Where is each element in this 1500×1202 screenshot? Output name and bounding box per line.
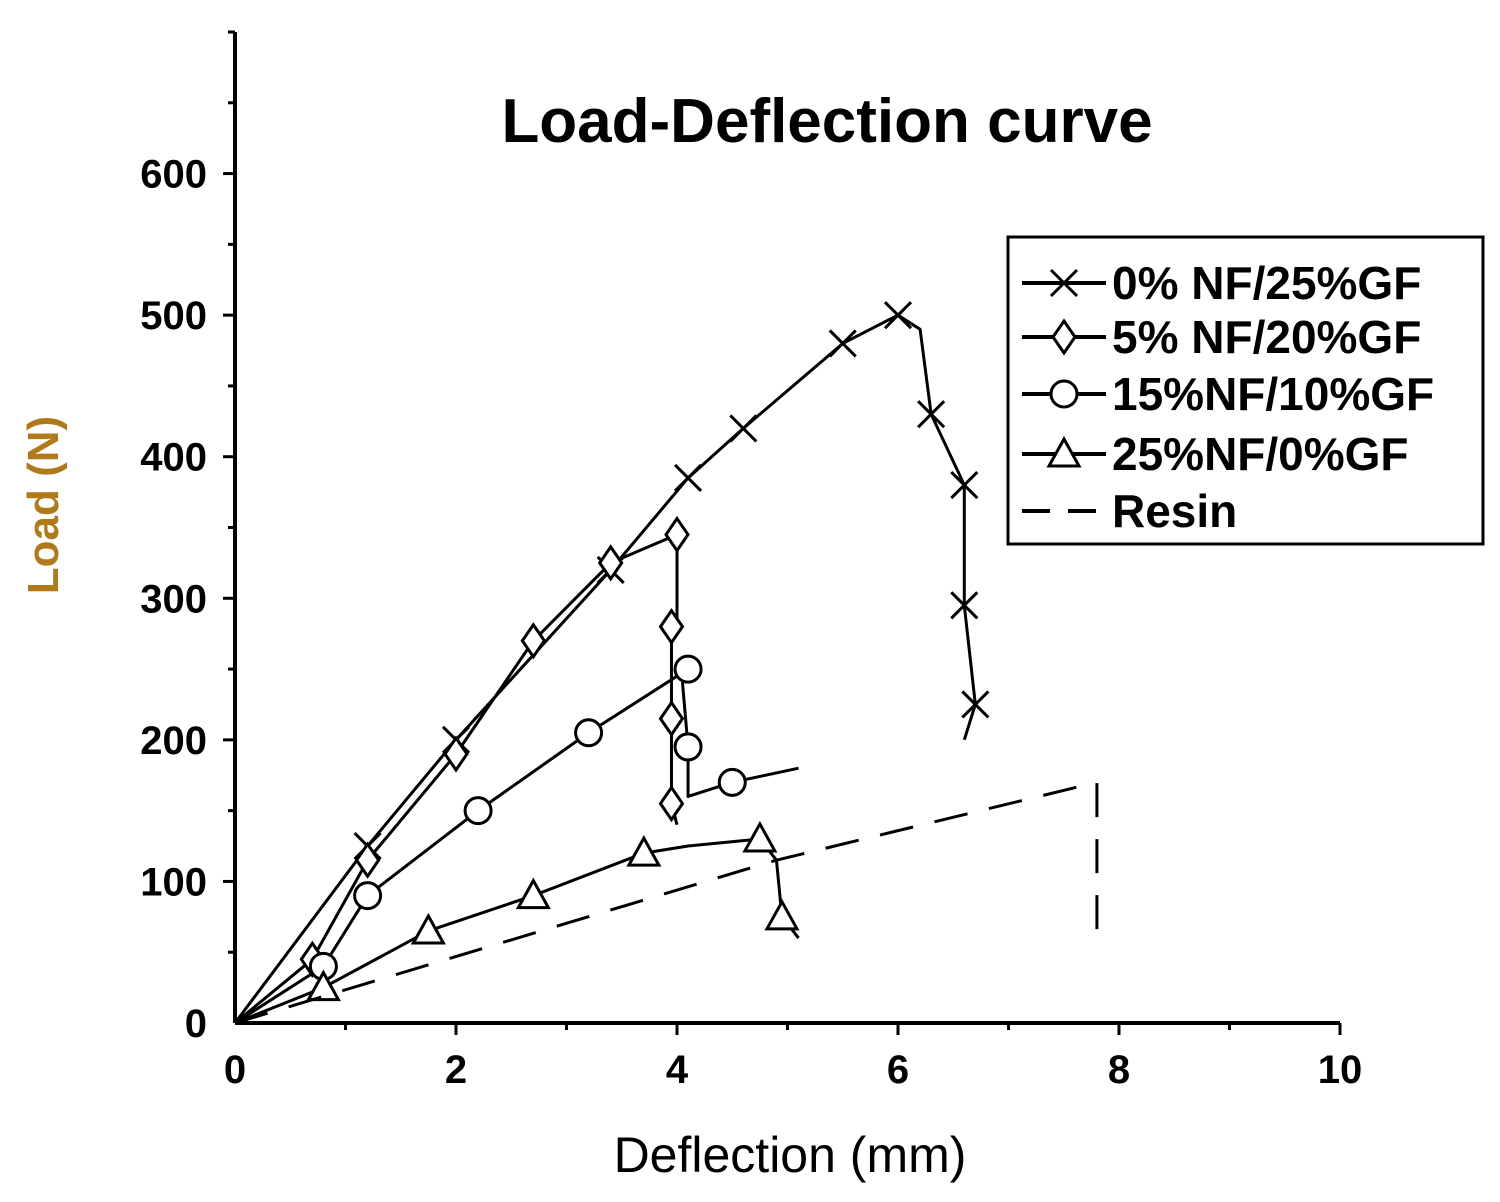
legend-label-3: 25%NF/0%GF — [1112, 428, 1409, 480]
legend-marker-3 — [1046, 435, 1082, 468]
legend-label-1: 5% NF/20%GF — [1112, 311, 1421, 363]
data-point-marker — [673, 654, 703, 684]
data-point-marker — [673, 732, 703, 762]
x-tick-label: 2 — [445, 1048, 467, 1092]
data-point-marker — [764, 898, 800, 931]
data-point-marker — [917, 400, 946, 429]
legend-marker-1 — [1051, 318, 1077, 356]
data-point-marker — [742, 820, 778, 853]
y-tick-label: 400 — [140, 436, 207, 480]
axes: 0 100 200 300 400 500 600 0 2 4 6 8 10 — [140, 30, 1363, 1092]
legend-label-4: Resin — [1112, 485, 1237, 537]
y-axis-label: Load (N) — [19, 416, 68, 594]
series-4 — [234, 780, 1099, 1025]
x-tick-label: 4 — [666, 1048, 689, 1092]
data-point-marker — [717, 767, 747, 797]
x-tick-label: 8 — [1108, 1048, 1130, 1092]
data-point-marker — [883, 301, 913, 330]
data-point-marker — [626, 835, 662, 867]
y-tick-label: 300 — [140, 577, 207, 621]
data-point-marker — [828, 329, 857, 358]
data-point-marker — [597, 544, 624, 582]
data-point-marker — [410, 912, 446, 945]
y-tick-label: 200 — [140, 719, 207, 763]
series-line-3 — [234, 837, 800, 1025]
legend-marker-0 — [1049, 268, 1079, 298]
data-point-marker — [950, 470, 979, 500]
x-tick-label: 6 — [887, 1048, 909, 1092]
legend-label-0: 0% NF/25%GF — [1112, 257, 1421, 309]
x-tick-label: 0 — [224, 1048, 246, 1092]
series-1 — [234, 515, 690, 1025]
data-point-marker — [354, 841, 381, 879]
data-point-marker — [658, 784, 685, 823]
y-tick-label: 0 — [185, 1002, 207, 1046]
data-point-marker — [729, 414, 758, 443]
data-point-marker — [961, 690, 990, 719]
data-point-marker — [673, 463, 703, 493]
data-point-marker — [463, 796, 493, 826]
y-tick-label: 100 — [140, 860, 207, 904]
data-point-marker — [664, 515, 690, 554]
chart-title: Load-Deflection curve — [501, 87, 1152, 156]
series-3 — [234, 820, 800, 1025]
data-point-marker — [658, 607, 685, 646]
legend-box — [1006, 235, 1485, 546]
legend-marker-2 — [1049, 379, 1079, 409]
series-layer — [233, 301, 1099, 1025]
series-line-4 — [234, 780, 1099, 1025]
data-point-marker — [574, 718, 604, 748]
series-2 — [234, 654, 799, 1025]
series-0 — [233, 301, 990, 1024]
x-tick-label: 10 — [1318, 1048, 1363, 1092]
data-point-marker — [520, 622, 547, 660]
data-point-marker — [353, 881, 383, 911]
data-point-marker — [443, 735, 469, 773]
series-line-0 — [233, 313, 977, 1024]
data-point-marker — [658, 699, 685, 738]
legend-label-2: 15%NF/10%GF — [1112, 368, 1434, 420]
y-tick-label: 600 — [140, 153, 207, 197]
y-tick-label: 500 — [140, 294, 207, 338]
x-axis-label: Deflection (mm) — [614, 1127, 967, 1183]
series-line-1 — [234, 533, 679, 1025]
data-point-marker — [950, 591, 979, 620]
data-point-marker — [515, 877, 551, 910]
data-point-marker — [305, 969, 341, 1002]
